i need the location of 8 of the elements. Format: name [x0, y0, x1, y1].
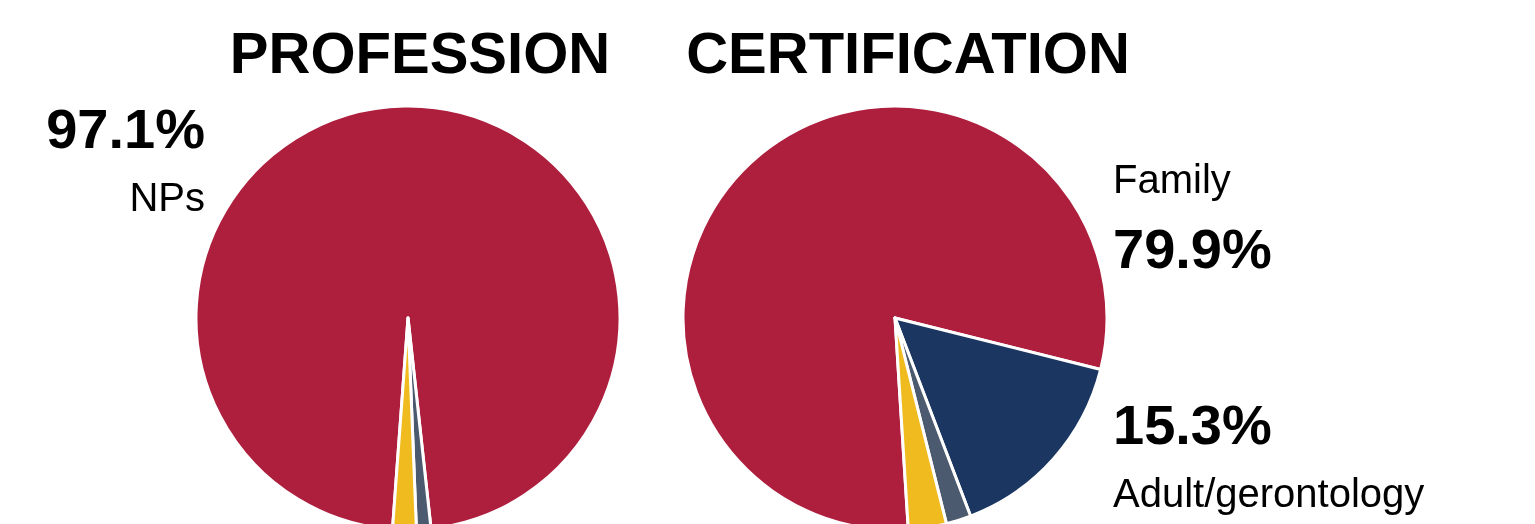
chart-title: PROFESSION	[229, 19, 611, 85]
slice-label: Family	[1113, 157, 1231, 201]
data-label: 79.9%	[1113, 216, 1272, 280]
chart-title: CERTIFICATION	[686, 19, 1130, 85]
slice-label: NPs	[129, 175, 205, 219]
data-label: 15.3%	[1113, 392, 1272, 456]
data-label: 97.1%	[46, 96, 205, 160]
slice-label: Adult/gerontology	[1113, 471, 1425, 515]
